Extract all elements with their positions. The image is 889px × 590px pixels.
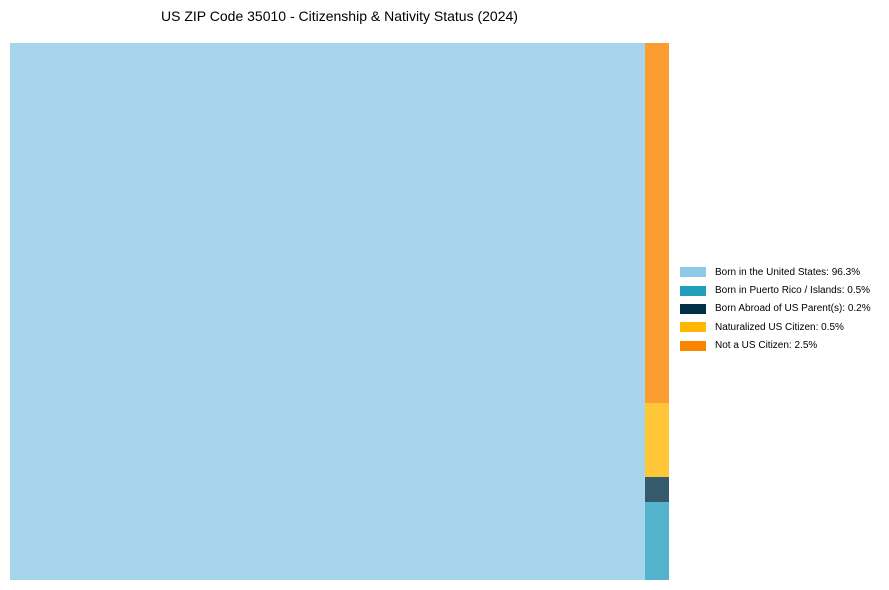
legend-item: Born in the United States: 96.3%: [680, 263, 871, 281]
legend-swatch: [680, 267, 706, 278]
legend-item: Born Abroad of US Parent(s): 0.2%: [680, 300, 871, 318]
legend-swatch: [680, 303, 706, 314]
legend-item: Naturalized US Citizen: 0.5%: [680, 318, 871, 336]
legend-label: Born in Puerto Rico / Islands: 0.5%: [715, 285, 871, 297]
tile-born-puerto-rico: [645, 502, 669, 580]
legend-swatch: [680, 340, 706, 351]
legend-swatch: [680, 322, 706, 333]
chart-title: US ZIP Code 35010 - Citizenship & Nativi…: [161, 8, 518, 24]
tile-naturalized: [645, 403, 669, 477]
legend-item: Born in Puerto Rico / Islands: 0.5%: [680, 281, 871, 299]
legend: Born in the United States: 96.3% Born in…: [680, 263, 871, 355]
tile-born-in-us: [10, 43, 645, 580]
tile-not-us-citizen: [645, 43, 669, 403]
legend-label: Born Abroad of US Parent(s): 0.2%: [715, 303, 871, 315]
legend-label: Naturalized US Citizen: 0.5%: [715, 321, 844, 333]
tile-born-abroad-us-parents: [645, 477, 669, 502]
legend-swatch: [680, 285, 706, 296]
legend-item: Not a US Citizen: 2.5%: [680, 337, 871, 355]
legend-label: Not a US Citizen: 2.5%: [715, 340, 818, 352]
legend-label: Born in the United States: 96.3%: [715, 266, 861, 278]
treemap: [10, 43, 669, 580]
